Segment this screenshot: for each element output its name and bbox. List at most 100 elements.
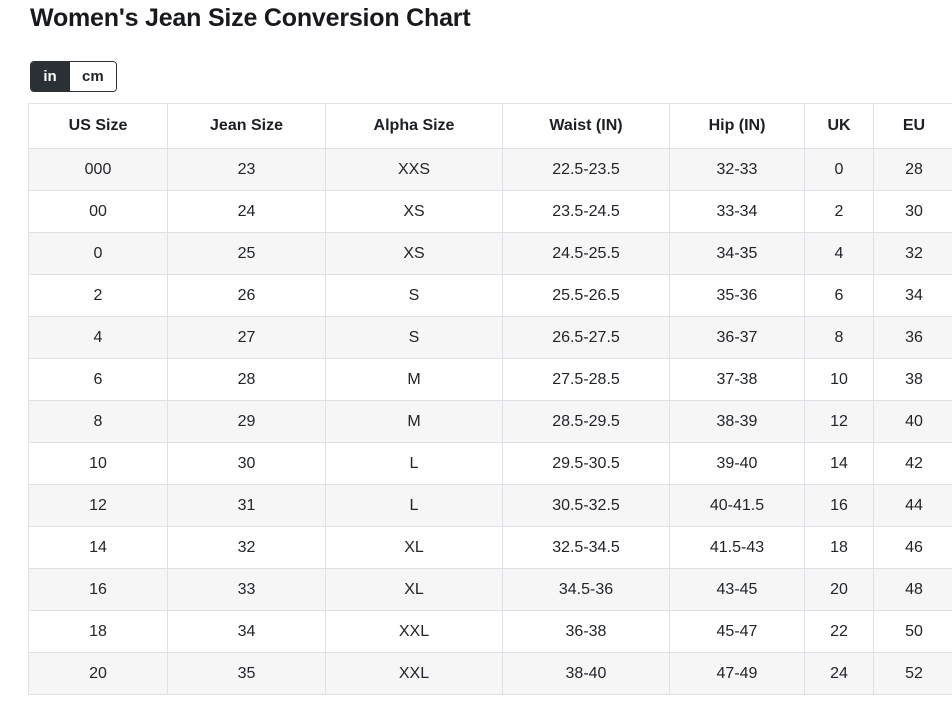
table-row: 0 25 XS 24.5-25.5 34-35 4 32	[28, 232, 952, 275]
table-cell: 18	[804, 526, 874, 569]
table-body: 000 23 XXS 22.5-23.5 32-33 0 28 00 24 XS 23.5-24.5…	[28, 148, 952, 695]
table-cell: 18	[28, 610, 168, 653]
column-header-alpha-size: Alpha Size	[325, 103, 503, 149]
table-cell: 23	[167, 148, 326, 191]
table-cell: 23.5-24.5	[502, 190, 670, 233]
column-header-jean-size: Jean Size	[167, 103, 326, 149]
table-cell: 22.5-23.5	[502, 148, 670, 191]
table-cell: 12	[804, 400, 874, 443]
table-cell: 47-49	[669, 652, 805, 695]
table-cell: 40-41.5	[669, 484, 805, 527]
table-cell: 34	[873, 274, 952, 317]
table-cell: 4	[28, 316, 168, 359]
table-cell: 38-40	[502, 652, 670, 695]
table-cell: 29	[167, 400, 326, 443]
table-cell: 32	[167, 526, 326, 569]
table-cell: 34-35	[669, 232, 805, 275]
unit-cm-button[interactable]: cm	[69, 62, 116, 91]
table-cell: XL	[325, 568, 503, 611]
table-row: 000 23 XXS 22.5-23.5 32-33 0 28	[28, 148, 952, 191]
table-cell: 38	[873, 358, 952, 401]
table-cell: XL	[325, 526, 503, 569]
table-cell: XXL	[325, 652, 503, 695]
table-cell: 28	[167, 358, 326, 401]
table-cell: 44	[873, 484, 952, 527]
table-cell: 31	[167, 484, 326, 527]
table-row: 8 29 M 28.5-29.5 38-39 12 40	[28, 400, 952, 443]
table-cell: 24	[804, 652, 874, 695]
table-cell: 33	[167, 568, 326, 611]
table-row: 14 32 XL 32.5-34.5 41.5-43 18 46	[28, 526, 952, 569]
table-cell: 20	[804, 568, 874, 611]
table-cell: 20	[28, 652, 168, 695]
table-cell: XS	[325, 232, 503, 275]
table-cell: S	[325, 316, 503, 359]
table-cell: 34	[167, 610, 326, 653]
table-cell: 4	[804, 232, 874, 275]
table-row: 16 33 XL 34.5-36 43-45 20 48	[28, 568, 952, 611]
table-cell: 00	[28, 190, 168, 233]
table-cell: 30	[167, 442, 326, 485]
table-cell: 26.5-27.5	[502, 316, 670, 359]
table-cell: 41.5-43	[669, 526, 805, 569]
column-header-uk: UK	[804, 103, 874, 149]
column-header-eu: EU	[873, 103, 952, 149]
table-cell: 52	[873, 652, 952, 695]
table-cell: 22	[804, 610, 874, 653]
table-cell: M	[325, 400, 503, 443]
table-cell: 35	[167, 652, 326, 695]
size-conversion-table: US Size Jean Size Alpha Size Waist (IN) Hip …	[28, 103, 952, 695]
table-cell: 8	[804, 316, 874, 359]
page-title: Women's Jean Size Conversion Chart	[30, 4, 471, 32]
table-row: 18 34 XXL 36-38 45-47 22 50	[28, 610, 952, 653]
table-cell: M	[325, 358, 503, 401]
table-row: 00 24 XS 23.5-24.5 33-34 2 30	[28, 190, 952, 233]
column-header-waist-in: Waist (IN)	[502, 103, 670, 149]
table-cell: 10	[28, 442, 168, 485]
table-cell: L	[325, 484, 503, 527]
column-header-hip-in: Hip (IN)	[669, 103, 805, 149]
table-cell: S	[325, 274, 503, 317]
table-cell: 36-38	[502, 610, 670, 653]
table-cell: 14	[28, 526, 168, 569]
table-cell: 8	[28, 400, 168, 443]
unit-in-button[interactable]: in	[31, 62, 69, 91]
table-cell: 38-39	[669, 400, 805, 443]
table-cell: 32	[873, 232, 952, 275]
table-cell: 40	[873, 400, 952, 443]
table-cell: 30	[873, 190, 952, 233]
table-cell: 10	[804, 358, 874, 401]
table-cell: 24.5-25.5	[502, 232, 670, 275]
table-cell: 28.5-29.5	[502, 400, 670, 443]
table-cell: 6	[28, 358, 168, 401]
table-cell: 30.5-32.5	[502, 484, 670, 527]
table-row: 10 30 L 29.5-30.5 39-40 14 42	[28, 442, 952, 485]
table-cell: 50	[873, 610, 952, 653]
table-cell: 35-36	[669, 274, 805, 317]
table-cell: 39-40	[669, 442, 805, 485]
table-cell: 25	[167, 232, 326, 275]
table-cell: 24	[167, 190, 326, 233]
table-cell: 2	[804, 190, 874, 233]
table-cell: 27.5-28.5	[502, 358, 670, 401]
table-cell: 000	[28, 148, 168, 191]
table-cell: 12	[28, 484, 168, 527]
table-row: 20 35 XXL 38-40 47-49 24 52	[28, 652, 952, 695]
table-cell: 28	[873, 148, 952, 191]
table-cell: XXS	[325, 148, 503, 191]
table-cell: 46	[873, 526, 952, 569]
table-cell: 48	[873, 568, 952, 611]
table-cell: 27	[167, 316, 326, 359]
table-row: 6 28 M 27.5-28.5 37-38 10 38	[28, 358, 952, 401]
table-cell: 32-33	[669, 148, 805, 191]
table-cell: 25.5-26.5	[502, 274, 670, 317]
unit-toggle: in cm	[30, 61, 117, 92]
table-row: 2 26 S 25.5-26.5 35-36 6 34	[28, 274, 952, 317]
table-cell: 29.5-30.5	[502, 442, 670, 485]
table-cell: 36	[873, 316, 952, 359]
table-cell: L	[325, 442, 503, 485]
table-header: US Size Jean Size Alpha Size Waist (IN) Hip …	[28, 103, 952, 149]
table-row: 4 27 S 26.5-27.5 36-37 8 36	[28, 316, 952, 359]
table-cell: 0	[28, 232, 168, 275]
table-cell: 0	[804, 148, 874, 191]
